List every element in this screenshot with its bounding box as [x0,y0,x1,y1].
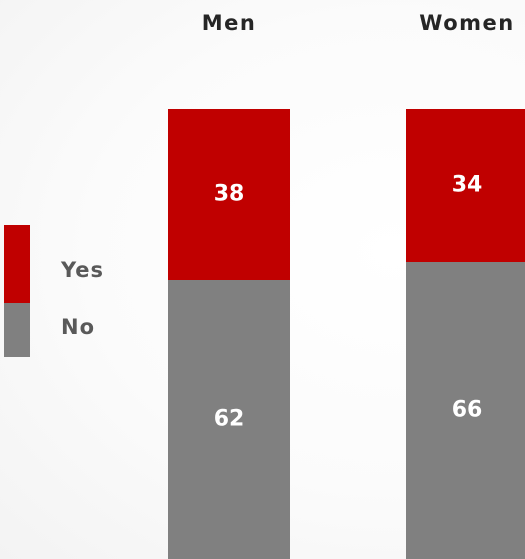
legend-label-no: No [61,315,95,339]
bar-yes-women [406,109,525,262]
value-label-yes-men: 38 [214,182,245,207]
legend-swatch-no [4,303,30,357]
bar-yes-men [168,109,290,280]
legend-label-yes: Yes [60,258,104,282]
bar-no-women [406,262,525,559]
value-label-no-women: 66 [452,398,483,423]
value-label-no-men: 62 [214,407,245,432]
category-label-men: Men [202,11,257,35]
chart-bars: 62 38 66 34 [168,109,525,559]
chart-legend: Yes No [4,225,104,357]
category-label-women: Women [419,11,514,35]
bar-no-men [168,280,290,559]
legend-swatch-yes [4,225,30,303]
category-labels: Men Women [202,11,514,35]
value-label-yes-women: 34 [452,173,483,198]
